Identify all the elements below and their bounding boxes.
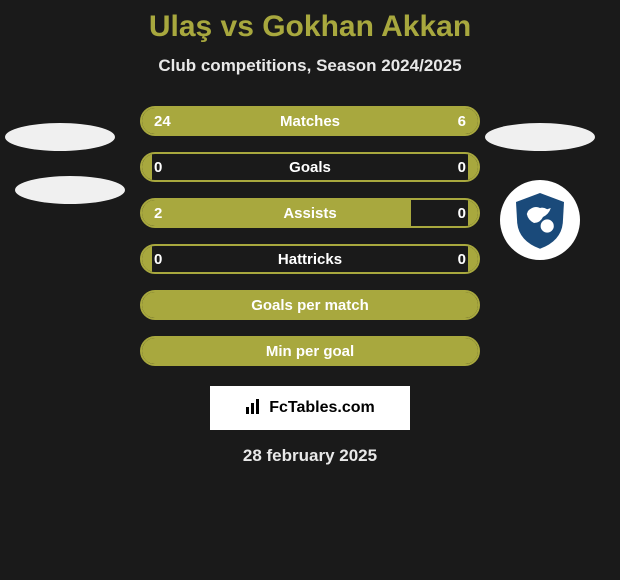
stat-label: Matches <box>142 113 478 130</box>
team-badge-right <box>500 180 580 260</box>
player-avatar-left-1 <box>5 123 115 151</box>
footer-date: 28 february 2025 <box>0 446 620 466</box>
stat-label: Hattricks <box>142 251 478 268</box>
stat-row: Goals per match <box>140 290 480 320</box>
player-avatar-right-1 <box>485 123 595 151</box>
page-title: Ulaş vs Gokhan Akkan <box>0 0 620 44</box>
stat-row: 00Hattricks <box>140 244 480 274</box>
stat-row: 00Goals <box>140 152 480 182</box>
stat-label: Goals per match <box>142 297 478 314</box>
stat-row: 20Assists <box>140 198 480 228</box>
stat-label: Assists <box>142 205 478 222</box>
subtitle: Club competitions, Season 2024/2025 <box>0 56 620 76</box>
player-avatar-left-2 <box>15 176 125 204</box>
footer-brand[interactable]: FcTables.com <box>210 386 410 430</box>
stat-row: Min per goal <box>140 336 480 366</box>
brand-chart-icon <box>245 397 263 420</box>
team-crest-icon <box>510 190 570 250</box>
stat-label: Min per goal <box>142 343 478 360</box>
stats-container: 246Matches 00Goals 20Assists 00Hattricks Goa… <box>140 106 480 366</box>
brand-label: FcTables.com <box>269 399 375 417</box>
stat-row: 246Matches <box>140 106 480 136</box>
stat-label: Goals <box>142 159 478 176</box>
